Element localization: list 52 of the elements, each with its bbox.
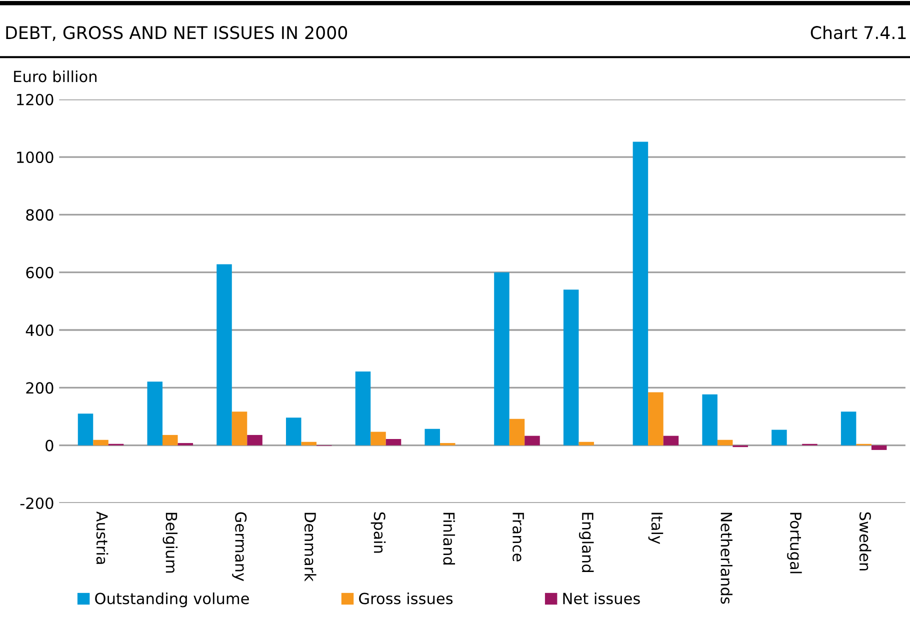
bar xyxy=(648,392,664,446)
y-tick-label: 0 xyxy=(46,440,54,452)
bar xyxy=(563,290,579,446)
y-axis-title: Euro billion xyxy=(14,70,96,82)
bar xyxy=(424,428,440,446)
x-tick-label: Belgium xyxy=(162,512,178,573)
bar xyxy=(355,372,371,446)
bar xyxy=(663,436,679,446)
y-tick-label: 200 xyxy=(26,382,54,394)
bar xyxy=(524,436,540,446)
bar xyxy=(78,414,94,446)
bar xyxy=(578,442,594,446)
bar xyxy=(702,394,718,446)
bar xyxy=(93,440,108,446)
x-tick-label: England xyxy=(578,512,594,572)
x-tick-label: France xyxy=(512,512,524,562)
bar xyxy=(370,432,386,446)
bar xyxy=(386,439,402,446)
bar xyxy=(840,412,856,446)
x-tick-label: Finland xyxy=(443,512,456,565)
bar xyxy=(717,440,733,446)
x-tick-label: Germany xyxy=(232,512,247,582)
bar xyxy=(509,418,525,446)
x-tick-label: Sweden xyxy=(859,512,872,570)
bar xyxy=(247,434,262,446)
x-tick-label: Portugal xyxy=(787,512,802,574)
bar xyxy=(147,382,163,446)
bar xyxy=(232,412,248,446)
chart-title: DEBT, GROSS AND NET ISSUES IN 2000 xyxy=(6,26,348,41)
x-tick-label: Spain xyxy=(370,512,386,553)
x-tick-label: Italy xyxy=(648,512,664,544)
bar xyxy=(301,442,317,446)
x-tick-label: Denmark xyxy=(304,512,316,582)
bar xyxy=(632,142,648,446)
bar xyxy=(216,264,232,446)
caption: Chart 7.4.1 xyxy=(810,26,906,40)
y-tick-label: -200 xyxy=(20,497,54,510)
bar xyxy=(162,434,178,446)
x-tick-label: Austria xyxy=(96,511,108,564)
x-tick-label: Netherlands xyxy=(720,512,732,604)
legend-label: Net issues xyxy=(563,592,640,604)
bar xyxy=(286,418,302,446)
y-tick-label: 800 xyxy=(26,209,54,221)
bar xyxy=(494,272,510,446)
bar xyxy=(772,430,787,446)
y-tick-label: 600 xyxy=(26,266,54,278)
y-tick-label: 400 xyxy=(26,324,54,336)
y-tick-label: 1000 xyxy=(17,151,54,164)
y-tick-label: 1200 xyxy=(17,94,54,106)
legend-label: Outstanding volume xyxy=(95,592,249,608)
legend-label: Gross issues xyxy=(359,592,453,604)
bar xyxy=(871,445,887,450)
